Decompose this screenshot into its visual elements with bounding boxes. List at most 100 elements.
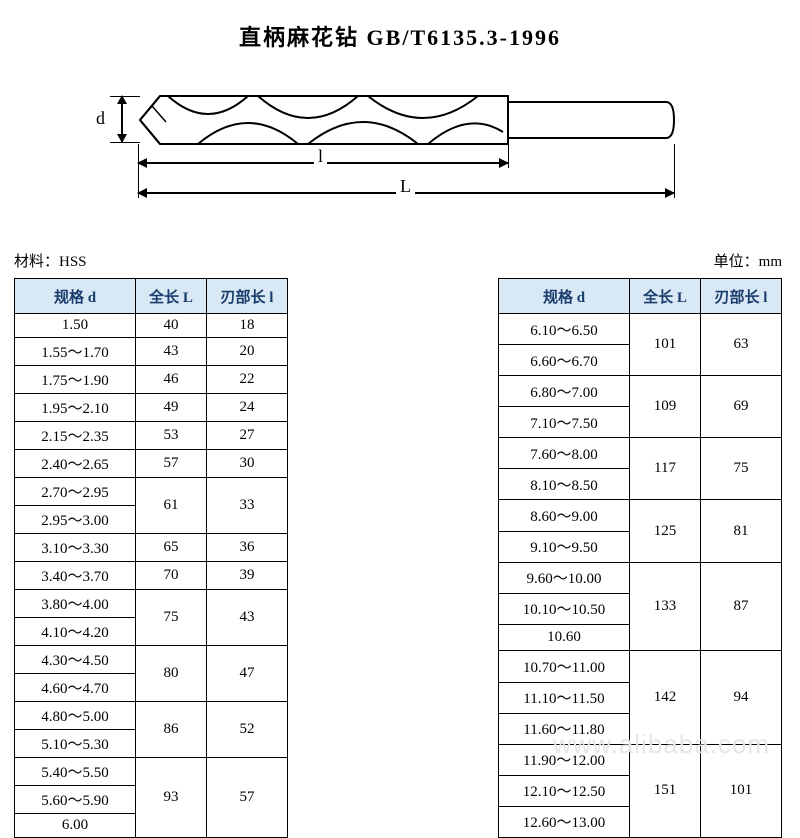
cell-spec: 8.60～9.00 — [499, 500, 630, 531]
th-spec: 规格 d — [15, 279, 136, 314]
cell-spec: 1.95～2.10 — [15, 394, 136, 422]
cell-spec: 11.60～11.80 — [499, 713, 630, 744]
cell-length: 43 — [136, 338, 207, 366]
cell-length: 101 — [630, 314, 701, 376]
dim-L-label: L — [396, 176, 415, 197]
cell-flute: 75 — [701, 438, 782, 500]
cell-flute: 33 — [207, 478, 288, 534]
cell-spec: 6.80～7.00 — [499, 376, 630, 407]
cell-flute: 57 — [207, 758, 288, 838]
cell-flute: 87 — [701, 562, 782, 651]
cell-flute: 63 — [701, 314, 782, 376]
cell-spec: 10.60 — [499, 624, 630, 651]
th-flute: 刃部长 l — [207, 279, 288, 314]
th-flute: 刃部长 l — [701, 279, 782, 314]
th-spec: 规格 d — [499, 279, 630, 314]
cell-length: 109 — [630, 376, 701, 438]
cell-spec: 1.75～1.90 — [15, 366, 136, 394]
table-row: 11.90～12.00151101 — [499, 744, 782, 775]
page: 直柄麻花钻 GB/T6135.3-1996 d — [0, 0, 800, 800]
cell-length: 75 — [136, 590, 207, 646]
cell-spec: 7.10～7.50 — [499, 407, 630, 438]
cell-spec: 10.10～10.50 — [499, 593, 630, 624]
cell-length: 125 — [630, 500, 701, 562]
cell-length: 117 — [630, 438, 701, 500]
spec-table-right: 规格 d全长 L刃部长 l6.10～6.50101636.60～6.706.80… — [498, 278, 782, 838]
cell-length: 86 — [136, 702, 207, 758]
cell-flute: 43 — [207, 590, 288, 646]
cell-flute: 94 — [701, 651, 782, 744]
th-length: 全长 L — [630, 279, 701, 314]
cell-flute: 30 — [207, 450, 288, 478]
cell-spec: 12.10～12.50 — [499, 775, 630, 806]
dim-d-label: d — [96, 108, 105, 129]
cell-spec: 1.50 — [15, 314, 136, 338]
tables-container: 规格 d全长 L刃部长 l1.5040181.55～1.7043201.75～1… — [14, 278, 782, 838]
table-row: 6.80～7.0010969 — [499, 376, 782, 407]
cell-flute: 22 — [207, 366, 288, 394]
cell-length: 142 — [630, 651, 701, 744]
table-row: 3.40～3.707039 — [15, 562, 288, 590]
cell-flute: 69 — [701, 376, 782, 438]
cell-spec: 4.80～5.00 — [15, 702, 136, 730]
cell-length: 133 — [630, 562, 701, 651]
table-row: 8.60～9.0012581 — [499, 500, 782, 531]
cell-flute: 27 — [207, 422, 288, 450]
cell-spec: 4.10～4.20 — [15, 618, 136, 646]
cell-length: 70 — [136, 562, 207, 590]
cell-spec: 11.90～12.00 — [499, 744, 630, 775]
table-row: 9.60～10.0013387 — [499, 562, 782, 593]
cell-spec: 2.95～3.00 — [15, 506, 136, 534]
cell-length: 151 — [630, 744, 701, 837]
cell-flute: 47 — [207, 646, 288, 702]
cell-spec: 8.10～8.50 — [499, 469, 630, 500]
dim-d-arrow — [116, 96, 128, 142]
technical-diagram: d — [120, 58, 680, 218]
cell-length: 93 — [136, 758, 207, 838]
table-row: 6.10～6.5010163 — [499, 314, 782, 345]
table-row: 2.15～2.355327 — [15, 422, 288, 450]
table-row: 3.10～3.306536 — [15, 534, 288, 562]
cell-length: 61 — [136, 478, 207, 534]
th-length: 全长 L — [136, 279, 207, 314]
table-row: 1.55～1.704320 — [15, 338, 288, 366]
table-row: 7.60～8.0011775 — [499, 438, 782, 469]
cell-spec: 5.10～5.30 — [15, 730, 136, 758]
cell-spec: 6.00 — [15, 814, 136, 838]
table-row: 4.80～5.008652 — [15, 702, 288, 730]
cell-spec: 3.10～3.30 — [15, 534, 136, 562]
cell-flute: 24 — [207, 394, 288, 422]
cell-spec: 12.60～13.00 — [499, 806, 630, 837]
cell-spec: 10.70～11.00 — [499, 651, 630, 682]
spec-table-left: 规格 d全长 L刃部长 l1.5040181.55～1.7043201.75～1… — [14, 278, 288, 838]
cell-flute: 36 — [207, 534, 288, 562]
cell-spec: 6.60～6.70 — [499, 345, 630, 376]
table-row: 2.40～2.655730 — [15, 450, 288, 478]
table-row: 4.30～4.508047 — [15, 646, 288, 674]
cell-spec: 9.10～9.50 — [499, 531, 630, 562]
cell-flute: 52 — [207, 702, 288, 758]
cell-spec: 7.60～8.00 — [499, 438, 630, 469]
table-row: 2.70～2.956133 — [15, 478, 288, 506]
table-row: 1.95～2.104924 — [15, 394, 288, 422]
material-label: 材料：HSS — [14, 250, 87, 271]
cell-spec: 4.30～4.50 — [15, 646, 136, 674]
cell-length: 80 — [136, 646, 207, 702]
table-row: 5.40～5.509357 — [15, 758, 288, 786]
unit-label: 单位：mm — [714, 250, 782, 271]
page-title: 直柄麻花钻 GB/T6135.3-1996 — [0, 0, 800, 52]
cell-spec: 3.80～4.00 — [15, 590, 136, 618]
table-row: 1.75～1.904622 — [15, 366, 288, 394]
cell-length: 40 — [136, 314, 207, 338]
cell-length: 53 — [136, 422, 207, 450]
dim-l-label: l — [314, 146, 327, 167]
cell-length: 65 — [136, 534, 207, 562]
cell-flute: 81 — [701, 500, 782, 562]
cell-spec: 6.10～6.50 — [499, 314, 630, 345]
cell-spec: 1.55～1.70 — [15, 338, 136, 366]
table-row: 1.504018 — [15, 314, 288, 338]
cell-flute: 39 — [207, 562, 288, 590]
cell-length: 46 — [136, 366, 207, 394]
cell-spec: 2.15～2.35 — [15, 422, 136, 450]
cell-spec: 2.40～2.65 — [15, 450, 136, 478]
